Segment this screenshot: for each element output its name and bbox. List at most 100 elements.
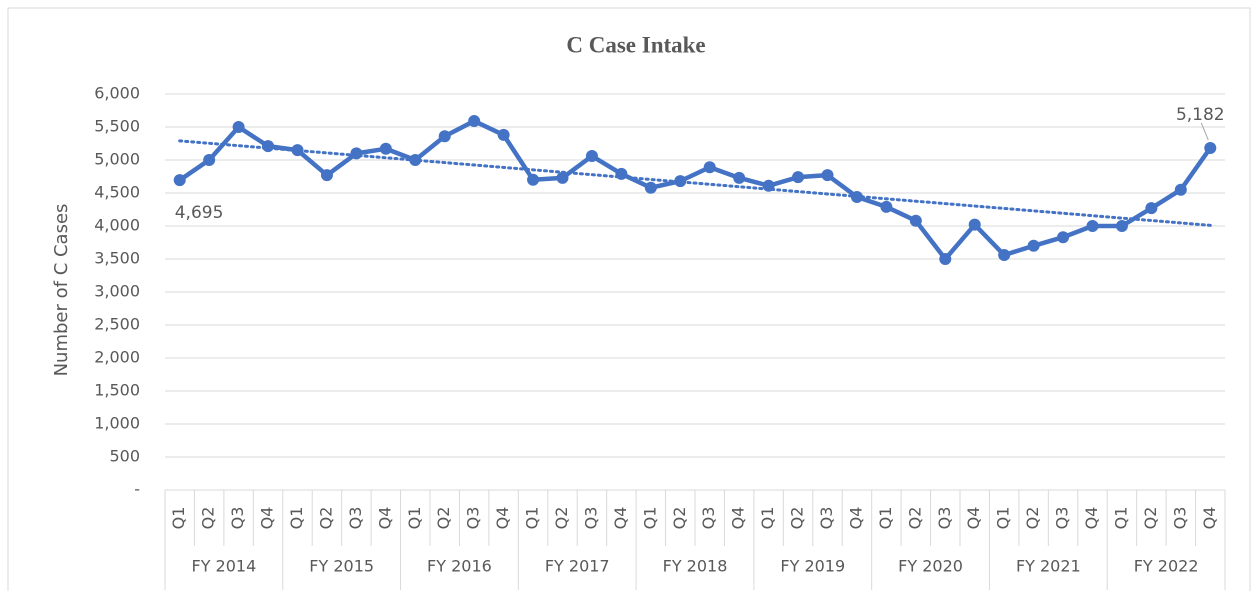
x-group-label: FY 2015: [309, 557, 374, 576]
data-point: [733, 171, 746, 184]
x-tick-label: Q3: [1170, 507, 1189, 530]
data-point: [703, 161, 716, 174]
x-tick-label: Q2: [552, 507, 571, 530]
x-tick-label: Q3: [935, 507, 954, 530]
x-tick-label: Q3: [699, 507, 718, 530]
data-label: 5,182: [1176, 105, 1225, 125]
y-tick-label: 1,000: [94, 414, 140, 433]
x-tick-label: Q2: [1141, 507, 1160, 530]
x-tick-label: Q2: [199, 507, 218, 530]
data-point: [556, 171, 569, 184]
data-point: [350, 147, 363, 160]
x-tick-label: Q3: [1053, 507, 1072, 530]
x-tick-label: Q3: [346, 507, 365, 530]
x-tick-label: Q3: [581, 507, 600, 530]
x-group-label: FY 2019: [780, 557, 845, 576]
x-group-label: FY 2020: [898, 557, 963, 576]
x-group-label: FY 2021: [1016, 557, 1081, 576]
x-tick-label: Q1: [758, 507, 777, 530]
data-point: [232, 121, 245, 133]
data-point: [968, 218, 981, 231]
y-tick-label: 4,000: [94, 216, 140, 235]
x-tick-label: Q4: [493, 507, 512, 530]
data-point: [291, 144, 304, 157]
data-point: [821, 169, 834, 182]
x-tick-label: Q1: [287, 507, 306, 530]
x-tick-label: Q2: [670, 507, 689, 530]
y-tick-label: 5,000: [94, 150, 140, 169]
data-point: [909, 214, 922, 227]
data-point: [1145, 202, 1158, 215]
data-point: [1174, 183, 1187, 196]
chart-title: C Case Intake: [566, 32, 705, 57]
data-point: [262, 140, 275, 153]
x-group-label: FY 2017: [545, 557, 610, 576]
x-tick-label: Q3: [464, 507, 483, 530]
data-point: [438, 130, 451, 143]
y-tick-label: -: [134, 480, 140, 499]
x-tick-label: Q1: [169, 507, 188, 530]
y-tick-label: 2,500: [94, 315, 140, 334]
data-point: [674, 175, 687, 188]
y-tick-label: 5,500: [94, 117, 140, 136]
x-tick-label: Q4: [611, 507, 630, 530]
data-point: [1086, 220, 1099, 232]
chart-frame: [7, 7, 1251, 591]
x-tick-label: Q2: [316, 507, 335, 530]
y-axis-title: Number of C Cases: [51, 204, 72, 377]
x-tick-label: Q2: [905, 507, 924, 530]
data-point: [880, 200, 893, 213]
y-tick-label: 2,000: [94, 348, 140, 367]
x-tick-label: Q1: [876, 507, 895, 530]
x-tick-label: Q4: [1082, 507, 1101, 530]
x-tick-label: Q1: [640, 507, 659, 530]
y-tick-label: 3,500: [94, 249, 140, 268]
x-group-label: FY 2018: [663, 557, 728, 576]
y-tick-label: 6,000: [94, 84, 140, 103]
x-tick-label: Q2: [1023, 507, 1042, 530]
x-tick-label: Q1: [994, 507, 1013, 530]
x-tick-label: Q2: [434, 507, 453, 530]
y-tick-label: 3,000: [94, 282, 140, 301]
data-label: 4,695: [175, 203, 224, 223]
x-tick-label: Q3: [228, 507, 247, 530]
data-point: [1204, 141, 1217, 154]
x-group-label: FY 2016: [427, 557, 492, 576]
data-point: [762, 179, 775, 192]
data-point: [644, 181, 657, 194]
data-point: [379, 142, 392, 155]
data-point: [320, 169, 333, 182]
x-tick-label: Q4: [846, 507, 865, 530]
data-point: [615, 167, 628, 180]
x-group-label: FY 2022: [1134, 557, 1199, 576]
data-point: [409, 154, 422, 166]
leader-line: [1200, 122, 1209, 141]
data-point: [939, 253, 952, 265]
data-point: [792, 171, 805, 184]
x-tick-label: Q4: [375, 507, 394, 530]
data-point: [1115, 220, 1128, 232]
x-tick-label: Q1: [405, 507, 424, 530]
y-tick-label: 4,500: [94, 183, 140, 202]
data-point: [1057, 231, 1070, 244]
x-tick-label: Q4: [258, 507, 277, 530]
x-tick-label: Q3: [817, 507, 836, 530]
data-point: [585, 150, 598, 163]
data-point: [850, 190, 863, 203]
data-point: [1027, 239, 1040, 252]
x-tick-label: Q4: [964, 507, 983, 530]
x-group-label: FY 2014: [191, 557, 256, 576]
data-point: [527, 173, 540, 186]
trendline: [178, 139, 1212, 227]
data-point: [497, 128, 510, 141]
x-tick-label: Q2: [788, 507, 807, 530]
data-point: [468, 115, 481, 128]
x-tick-label: Q1: [1111, 507, 1130, 530]
x-tick-label: Q1: [523, 507, 542, 530]
data-point: [173, 174, 186, 187]
data-point: [998, 249, 1011, 262]
x-tick-label: Q4: [729, 507, 748, 530]
data-point: [203, 154, 216, 166]
x-tick-label: Q4: [1200, 507, 1219, 530]
